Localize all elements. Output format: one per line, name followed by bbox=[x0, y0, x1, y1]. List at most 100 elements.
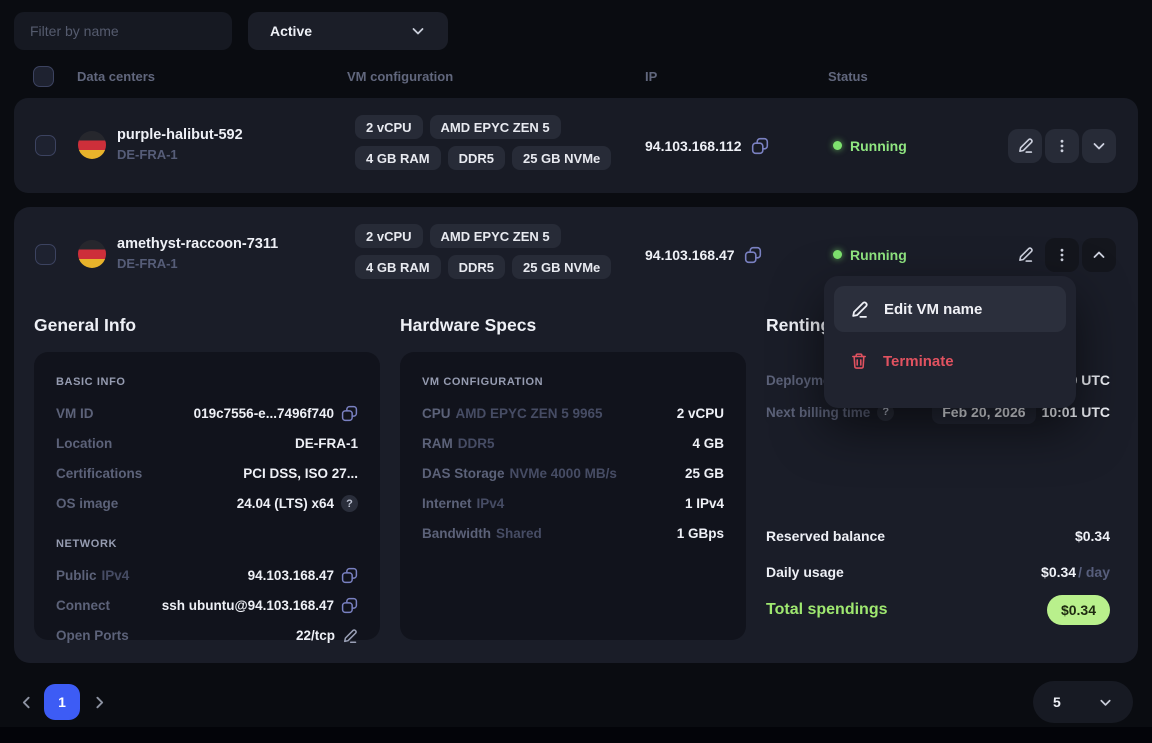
chip-vcpu: 2 vCPU bbox=[355, 224, 423, 248]
vm-location: DE-FRA-1 bbox=[117, 256, 178, 271]
collapse-row-button[interactable] bbox=[1082, 237, 1116, 272]
cpu-value: 2 vCPU bbox=[676, 406, 724, 421]
status-badge: Running bbox=[833, 98, 907, 193]
reserved-balance-value: $0.34 bbox=[1074, 528, 1110, 544]
reserved-balance-label: Reserved balance bbox=[766, 528, 886, 544]
germany-flag-icon bbox=[78, 240, 106, 268]
chip-storage: 25 GB NVMe bbox=[511, 255, 612, 279]
more-actions-button[interactable] bbox=[1045, 237, 1079, 272]
chip-ram-type: DDR5 bbox=[447, 146, 505, 170]
ram-value: 4 GB bbox=[692, 436, 724, 451]
status-filter-value: Active bbox=[270, 23, 313, 39]
internet-label: Internet bbox=[422, 496, 472, 511]
next-page-button[interactable] bbox=[91, 694, 108, 711]
vm-id-value: 019c7556-e...7496f740 bbox=[193, 406, 334, 421]
edit-ports-icon[interactable] bbox=[342, 628, 358, 644]
help-icon[interactable]: ? bbox=[341, 495, 358, 512]
bandwidth-value: 1 GBps bbox=[676, 526, 724, 541]
os-image-value: 24.04 (LTS) x64 bbox=[236, 496, 334, 511]
public-ip-label-type: IPv4 bbox=[101, 568, 130, 583]
chevron-down-icon bbox=[410, 23, 426, 39]
more-actions-button[interactable] bbox=[1045, 128, 1079, 163]
status-filter-select[interactable]: Active bbox=[248, 12, 448, 50]
copy-icon[interactable] bbox=[341, 405, 358, 422]
ram-type: DDR5 bbox=[457, 436, 495, 451]
chevron-down-icon bbox=[1093, 142, 1105, 149]
network-header: NETWORK bbox=[56, 538, 118, 550]
menu-item-edit-vm-name[interactable]: Edit VM name bbox=[834, 286, 1066, 332]
vm-identity: amethyst-raccoon-7311 DE-FRA-1 bbox=[117, 236, 278, 271]
chip-ram: 4 GB RAM bbox=[355, 255, 441, 279]
cpu-label: CPU bbox=[422, 406, 451, 421]
chip-storage: 25 GB NVMe bbox=[511, 146, 612, 170]
vm-config-chips: 2 vCPU AMD EPYC ZEN 5 4 GB RAM DDR5 25 G… bbox=[355, 115, 647, 170]
open-ports-value: 22/tcp bbox=[295, 628, 335, 643]
vm-configuration-header: VM CONFIGURATION bbox=[422, 376, 544, 388]
hardware-specs-card: VM CONFIGURATION CPU AMD EPYC ZEN 5 9965 … bbox=[400, 352, 746, 640]
storage-value: 25 GB bbox=[684, 466, 724, 481]
reserved-balance-row: Reserved balance $0.34 bbox=[766, 528, 1110, 544]
vm-location: DE-FRA-1 bbox=[117, 147, 178, 162]
previous-page-button[interactable] bbox=[18, 694, 35, 711]
table-header: Data centers VM configuration IP Status bbox=[0, 66, 1152, 90]
daily-usage-row: Daily usage $0.34 / day bbox=[766, 564, 1110, 580]
column-header-vm-configuration: VM configuration bbox=[347, 69, 454, 84]
total-spendings-row: Total spendings $0.34 bbox=[766, 595, 1110, 625]
select-all-checkbox[interactable] bbox=[33, 66, 54, 87]
edit-vm-button[interactable] bbox=[1008, 128, 1042, 163]
row-checkbox[interactable] bbox=[35, 244, 56, 265]
ram-label: RAM bbox=[422, 436, 453, 451]
general-info-title: General Info bbox=[34, 315, 137, 335]
column-header-data-centers: Data centers bbox=[77, 69, 156, 84]
row-checkbox[interactable] bbox=[35, 135, 56, 156]
pencil-icon bbox=[1018, 247, 1033, 262]
general-info-card: BASIC INFO VM ID 019c7556-e...7496f740 L… bbox=[34, 352, 380, 643]
bandwidth-type: Shared bbox=[496, 526, 542, 541]
pencil-icon bbox=[850, 300, 869, 319]
bottom-scrollbar-track[interactable] bbox=[0, 727, 1152, 743]
copy-icon[interactable] bbox=[341, 597, 358, 614]
status-dot-icon bbox=[833, 141, 842, 150]
chip-ram: 4 GB RAM bbox=[355, 146, 441, 170]
page-1-button[interactable]: 1 bbox=[44, 684, 80, 720]
deployment-time-value: 9 UTC bbox=[1069, 372, 1110, 388]
location-value: DE-FRA-1 bbox=[295, 436, 358, 451]
internet-value: 1 IPv4 bbox=[684, 496, 724, 511]
public-ip-label: Public bbox=[56, 568, 97, 583]
daily-usage-unit: / day bbox=[1078, 564, 1110, 580]
ellipsis-vertical-icon bbox=[1060, 248, 1064, 261]
vm-ip: 94.103.168.112 bbox=[645, 137, 742, 154]
chip-cpu-model: AMD EPYC ZEN 5 bbox=[429, 115, 561, 139]
chip-ram-type: DDR5 bbox=[447, 255, 505, 279]
status-badge: Running bbox=[833, 207, 907, 302]
next-billing-time: 10:01 UTC bbox=[1041, 404, 1110, 420]
germany-flag-icon bbox=[78, 131, 106, 159]
page-size-select[interactable]: 5 bbox=[1033, 681, 1133, 723]
internet-type: IPv4 bbox=[476, 496, 505, 511]
vm-name: amethyst-raccoon-7311 bbox=[117, 236, 279, 252]
storage-label: DAS Storage bbox=[422, 466, 505, 481]
ellipsis-vertical-icon bbox=[1060, 139, 1064, 152]
search-input[interactable] bbox=[14, 12, 232, 50]
copy-icon[interactable] bbox=[341, 567, 358, 584]
expand-row-button[interactable] bbox=[1082, 128, 1116, 163]
vm-id-label: VM ID bbox=[56, 406, 94, 421]
public-ip-value: 94.103.168.47 bbox=[247, 568, 334, 583]
trash-icon bbox=[850, 352, 868, 370]
basic-info-header: BASIC INFO bbox=[56, 376, 126, 388]
chip-cpu-model: AMD EPYC ZEN 5 bbox=[429, 224, 561, 248]
copy-icon[interactable] bbox=[744, 246, 762, 264]
copy-icon[interactable] bbox=[751, 137, 769, 155]
edit-vm-button[interactable] bbox=[1008, 238, 1042, 272]
menu-item-label: Terminate bbox=[883, 352, 954, 370]
certifications-value: PCI DSS, ISO 27... bbox=[243, 466, 358, 481]
column-header-status: Status bbox=[828, 69, 868, 84]
certifications-label: Certifications bbox=[56, 466, 143, 481]
status-text: Running bbox=[850, 137, 907, 154]
open-ports-label: Open Ports bbox=[56, 628, 129, 643]
menu-item-terminate[interactable]: Terminate bbox=[834, 338, 1066, 384]
chip-vcpu: 2 vCPU bbox=[355, 115, 423, 139]
location-label: Location bbox=[56, 436, 113, 451]
vm-row-expanded: amethyst-raccoon-7311 DE-FRA-1 2 vCPU AM… bbox=[14, 207, 1138, 663]
